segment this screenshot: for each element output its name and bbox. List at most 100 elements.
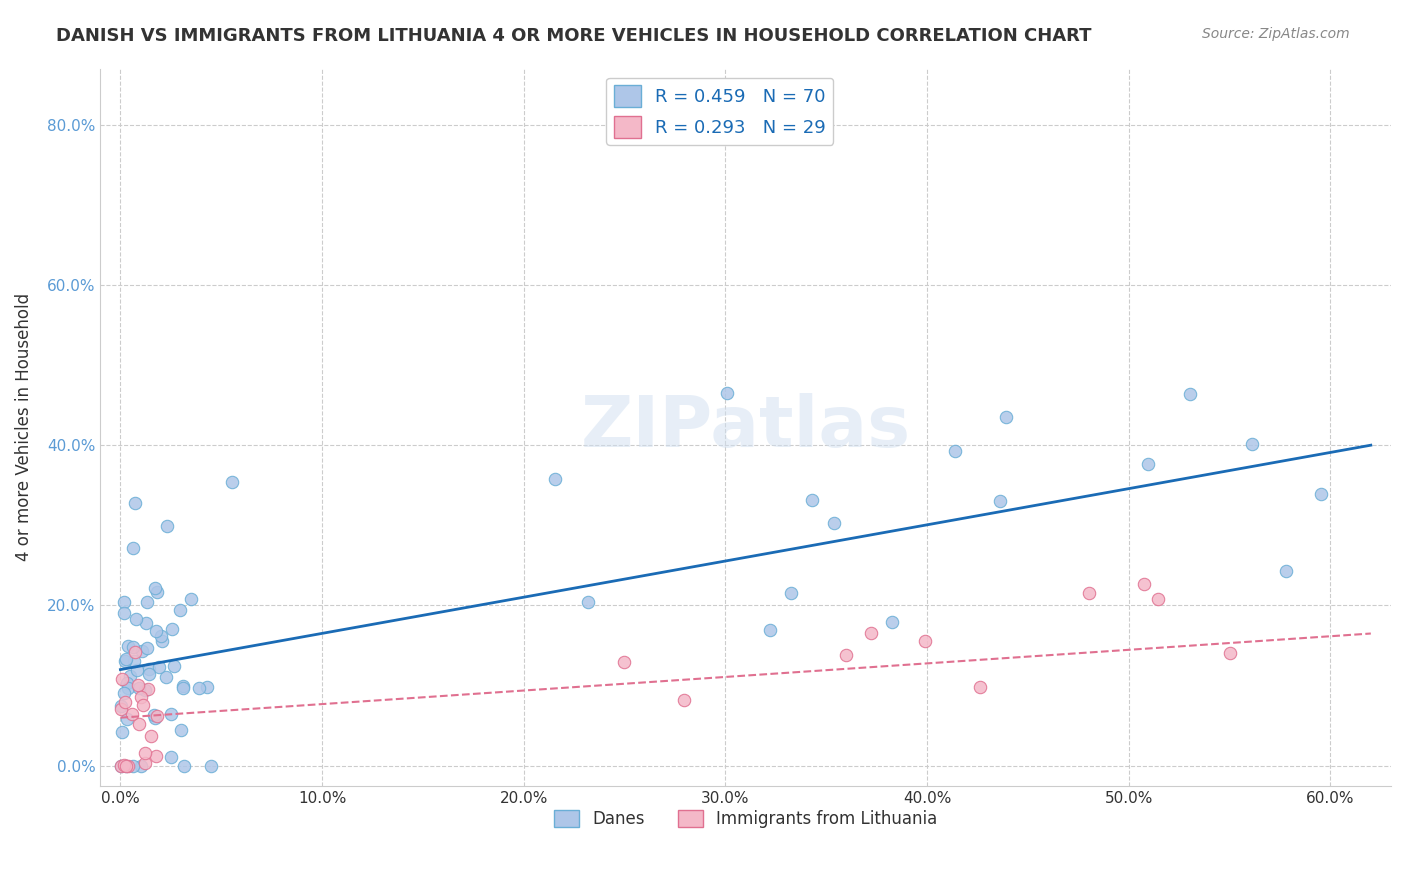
Danes <box>1309 487 1331 501</box>
Danes <box>111 725 134 739</box>
Danes <box>195 680 218 694</box>
Immigrants from Lithuania <box>127 678 149 692</box>
Immigrants from Lithuania <box>1147 591 1170 606</box>
Danes <box>155 670 177 684</box>
Immigrants from Lithuania <box>121 707 143 722</box>
Danes <box>114 654 136 668</box>
Danes <box>145 624 167 639</box>
Danes <box>170 723 193 737</box>
Danes <box>172 681 194 696</box>
Immigrants from Lithuania <box>859 626 882 640</box>
Immigrants from Lithuania <box>835 648 858 662</box>
Danes <box>943 443 966 458</box>
Immigrants from Lithuania <box>146 708 169 723</box>
Immigrants from Lithuania <box>969 680 991 694</box>
Immigrants from Lithuania <box>117 758 139 772</box>
Danes <box>135 615 157 630</box>
Danes <box>142 708 165 723</box>
Immigrants from Lithuania <box>136 681 159 696</box>
Danes <box>156 519 179 533</box>
Danes <box>800 493 823 508</box>
Danes <box>134 682 156 697</box>
Danes <box>110 758 132 772</box>
Danes <box>115 712 138 726</box>
Immigrants from Lithuania <box>129 690 152 705</box>
Danes <box>117 640 139 654</box>
Danes <box>127 663 149 677</box>
Danes <box>136 595 159 609</box>
Danes <box>823 516 845 531</box>
Danes <box>160 707 183 722</box>
Danes <box>115 652 138 666</box>
Immigrants from Lithuania <box>1078 586 1101 600</box>
Danes <box>779 586 801 600</box>
Danes <box>200 758 222 772</box>
Danes <box>143 711 166 725</box>
Danes <box>150 628 173 642</box>
Danes <box>112 606 135 620</box>
Danes <box>880 615 903 629</box>
Danes <box>1241 436 1264 450</box>
Legend: Danes, Immigrants from Lithuania: Danes, Immigrants from Lithuania <box>547 804 945 835</box>
Immigrants from Lithuania <box>110 758 132 772</box>
Danes <box>122 640 145 655</box>
Danes <box>1137 458 1160 472</box>
Danes <box>117 681 139 696</box>
Immigrants from Lithuania <box>128 716 150 731</box>
Danes <box>1274 565 1296 579</box>
Danes <box>187 681 209 695</box>
Immigrants from Lithuania <box>914 634 936 648</box>
Danes <box>163 658 186 673</box>
Immigrants from Lithuania <box>145 749 167 764</box>
Danes <box>988 494 1011 508</box>
Immigrants from Lithuania <box>139 729 162 743</box>
Danes <box>759 624 782 638</box>
Danes <box>135 641 157 656</box>
Immigrants from Lithuania <box>134 756 156 770</box>
Danes <box>124 654 146 668</box>
Danes <box>146 584 169 599</box>
Immigrants from Lithuania <box>1132 577 1154 591</box>
Danes <box>118 669 141 683</box>
Danes <box>1180 387 1202 401</box>
Danes <box>576 594 599 608</box>
Danes <box>544 472 567 486</box>
Immigrants from Lithuania <box>111 673 134 687</box>
Immigrants from Lithuania <box>124 645 146 659</box>
Y-axis label: 4 or more Vehicles in Household: 4 or more Vehicles in Household <box>15 293 32 561</box>
Text: Source: ZipAtlas.com: Source: ZipAtlas.com <box>1202 27 1350 41</box>
Danes <box>112 594 135 608</box>
Danes <box>122 758 145 772</box>
Danes <box>138 667 160 681</box>
Text: ZIPatlas: ZIPatlas <box>581 392 911 462</box>
Immigrants from Lithuania <box>1219 646 1241 660</box>
Danes <box>124 496 146 510</box>
Immigrants from Lithuania <box>114 758 136 772</box>
Danes <box>180 592 202 607</box>
Danes <box>112 686 135 700</box>
Immigrants from Lithuania <box>114 695 136 709</box>
Danes <box>994 410 1017 425</box>
Text: DANISH VS IMMIGRANTS FROM LITHUANIA 4 OR MORE VEHICLES IN HOUSEHOLD CORRELATION : DANISH VS IMMIGRANTS FROM LITHUANIA 4 OR… <box>56 27 1091 45</box>
Danes <box>148 660 170 674</box>
Danes <box>152 633 174 648</box>
Danes <box>716 386 738 401</box>
Immigrants from Lithuania <box>613 655 636 669</box>
Danes <box>138 662 160 676</box>
Immigrants from Lithuania <box>110 701 132 715</box>
Immigrants from Lithuania <box>112 757 135 772</box>
Danes <box>129 758 152 772</box>
Danes <box>169 603 191 617</box>
Immigrants from Lithuania <box>134 747 156 761</box>
Danes <box>122 541 145 556</box>
Danes <box>128 681 150 695</box>
Danes <box>221 475 243 489</box>
Danes <box>172 679 194 693</box>
Danes <box>159 750 181 764</box>
Immigrants from Lithuania <box>132 698 155 712</box>
Danes <box>125 612 148 626</box>
Danes <box>110 698 132 713</box>
Immigrants from Lithuania <box>672 693 695 707</box>
Danes <box>162 622 184 636</box>
Danes <box>115 758 138 772</box>
